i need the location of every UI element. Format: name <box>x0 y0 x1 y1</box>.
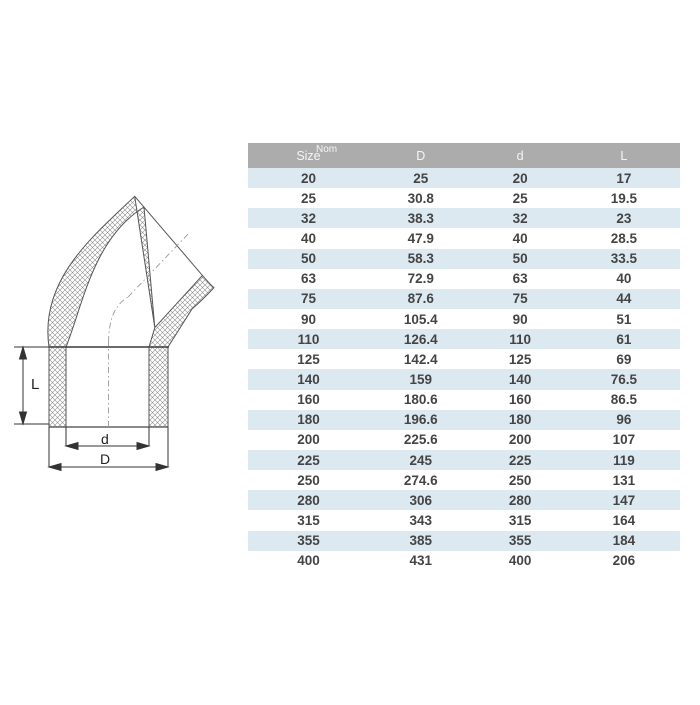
svg-text:D: D <box>100 451 110 467</box>
svg-text:L: L <box>31 376 39 393</box>
svg-text:d: d <box>101 431 109 447</box>
